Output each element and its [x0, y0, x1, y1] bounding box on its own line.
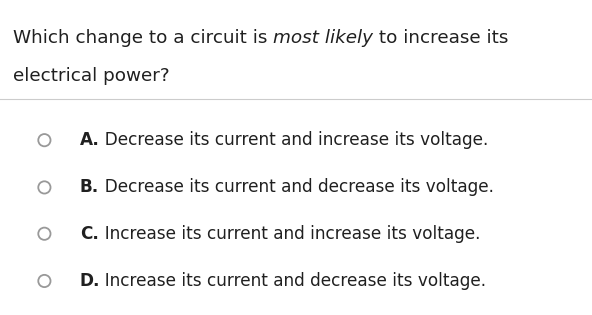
Text: electrical power?: electrical power? [13, 66, 170, 85]
Text: Decrease its current and decrease its voltage.: Decrease its current and decrease its vo… [94, 178, 494, 197]
Text: most likely: most likely [274, 29, 374, 47]
Text: C.: C. [80, 225, 99, 243]
Text: Increase its current and increase its voltage.: Increase its current and increase its vo… [94, 225, 480, 243]
Text: to increase its: to increase its [374, 29, 509, 47]
Text: B.: B. [80, 178, 99, 197]
Text: A.: A. [80, 131, 100, 149]
Text: Which change to a circuit is: Which change to a circuit is [13, 29, 274, 47]
Text: Decrease its current and increase its voltage.: Decrease its current and increase its vo… [94, 131, 488, 149]
Text: Increase its current and decrease its voltage.: Increase its current and decrease its vo… [94, 272, 485, 290]
Text: D.: D. [80, 272, 101, 290]
